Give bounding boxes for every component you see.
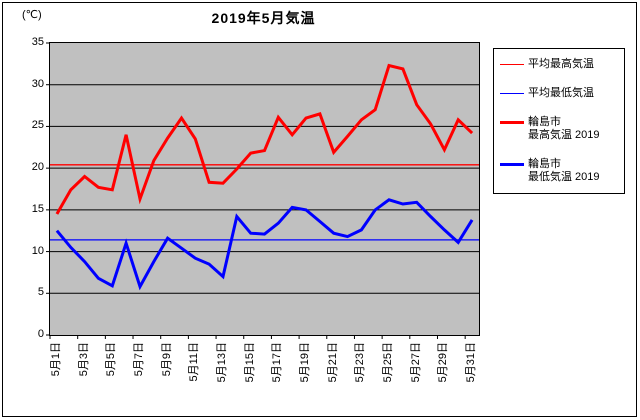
legend-item-1: 平均最低気温 — [500, 87, 620, 100]
series-line-3 — [55, 198, 474, 291]
x-tick-label-23: 5月23日 — [354, 342, 367, 383]
chart-title: 2019年5月気温 — [211, 10, 316, 26]
legend-label-3: 輪島市 最低気温 2019 — [528, 158, 600, 183]
x-tick-label-7: 5月7日 — [132, 342, 145, 377]
series-line-2 — [55, 63, 474, 215]
x-tick-label-5: 5月5日 — [105, 342, 118, 377]
legend-label-1: 平均最低気温 — [528, 87, 594, 99]
x-tick-label-21: 5月21日 — [326, 342, 339, 383]
y-tick-label-20: 20 — [31, 161, 44, 174]
x-tick-label-17: 5月17日 — [271, 342, 284, 383]
legend-line-sample-1 — [500, 93, 524, 94]
legend-item-3: 輪島市 最低気温 2019 — [500, 158, 620, 184]
x-tick-label-1: 5月1日 — [49, 342, 62, 377]
legend-item-0: 平均最高気温 — [500, 58, 620, 71]
y-tick-label-25: 25 — [31, 119, 44, 132]
chart-legend: 平均最高気温 平均最低気温輪島市 最高気温 2019 輪島市 最低気温 2019 — [493, 48, 625, 194]
legend-label-0: 平均最高気温 — [528, 58, 594, 70]
x-tick-label-11: 5月11日 — [188, 342, 201, 382]
y-tick-label-5: 5 — [37, 286, 44, 299]
y-tick-label-35: 35 — [31, 36, 44, 48]
y-tick-label-0: 0 — [37, 328, 44, 340]
y-tick-label-15: 15 — [31, 202, 44, 215]
y-axis-unit-label: (℃) — [22, 9, 42, 21]
x-tick-label-31: 5月31日 — [465, 342, 478, 383]
legend-label-2: 輪島市 最高気温 2019 — [528, 116, 600, 141]
legend-item-2: 輪島市 最高気温 2019 — [500, 116, 620, 142]
legend-line-sample-0 — [500, 64, 524, 65]
chart-canvas — [46, 42, 479, 339]
x-tick-label-9: 5月9日 — [160, 342, 173, 377]
x-tick-label-25: 5月25日 — [382, 342, 395, 383]
x-tick-label-3: 5月3日 — [77, 342, 90, 377]
x-tick-label-15: 5月15日 — [243, 342, 256, 383]
x-tick-label-13: 5月13日 — [215, 342, 228, 383]
x-tick-label-19: 5月19日 — [299, 342, 312, 383]
y-tick-label-30: 30 — [31, 77, 44, 90]
y-tick-label-10: 10 — [31, 244, 44, 257]
plot-area — [46, 42, 480, 339]
legend-line-sample-3 — [500, 163, 524, 166]
x-tick-label-29: 5月29日 — [437, 342, 450, 383]
x-tick-label-27: 5月27日 — [409, 342, 422, 383]
legend-line-sample-2 — [500, 121, 524, 124]
